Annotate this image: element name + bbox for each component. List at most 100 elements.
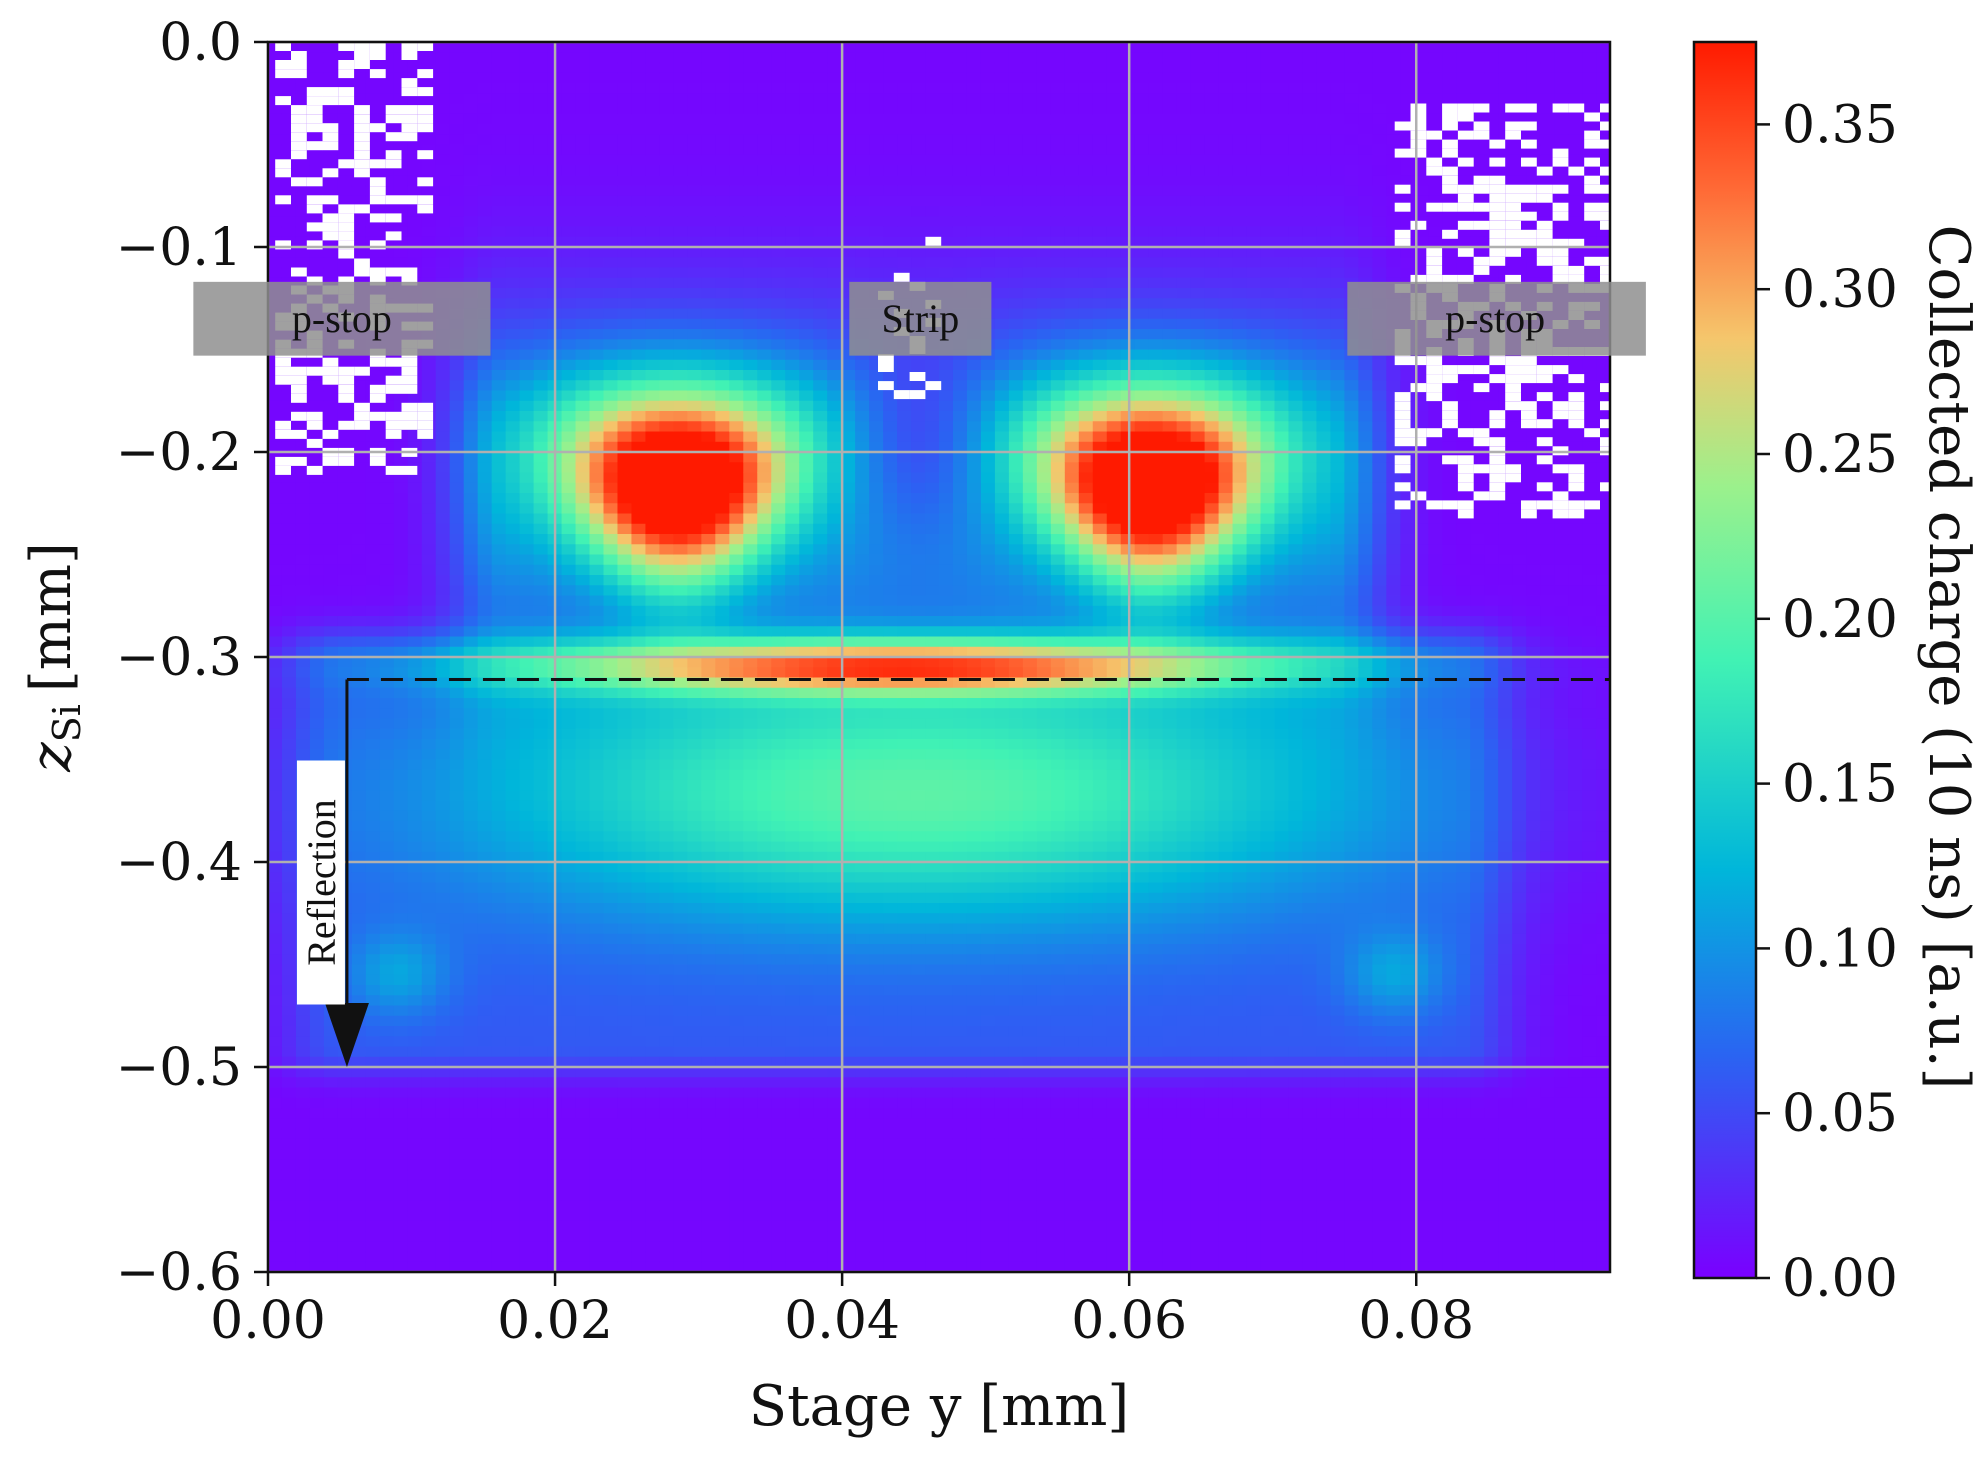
heatmap-cell [309, 534, 325, 545]
heatmap-cell [785, 472, 800, 484]
heatmap-cell [491, 821, 507, 832]
heatmap-cell [435, 452, 451, 463]
heatmap-cell [533, 380, 549, 392]
heatmap-cell [827, 226, 842, 238]
heatmap-cell [421, 1046, 437, 1058]
heatmap-cell [715, 667, 730, 679]
heatmap-cell [757, 339, 772, 351]
heatmap-cell [701, 72, 716, 84]
heatmap-cell [351, 1200, 367, 1212]
heatmap-cell [533, 882, 549, 894]
heatmap-cell [645, 1077, 661, 1089]
heatmap-cell [505, 1138, 521, 1150]
heatmap-cell [365, 83, 381, 94]
heatmap-cell [589, 564, 605, 576]
heatmap-cell [477, 708, 493, 720]
heatmap-cell [631, 349, 647, 361]
heatmap-cell [309, 564, 325, 576]
heatmap-cell [575, 1128, 591, 1140]
heatmap-cell [463, 872, 479, 884]
heatmap-cell [323, 667, 339, 679]
heatmap-cell [771, 472, 786, 484]
heatmap-cell [295, 83, 311, 94]
heatmap-cell [519, 318, 535, 330]
heatmap-cell [659, 605, 674, 617]
heatmap-cell [491, 1241, 507, 1253]
heatmap-cell [449, 708, 465, 720]
heatmap-cell [337, 1118, 353, 1130]
heatmap-cell [799, 933, 814, 945]
heatmap-cell [491, 298, 507, 310]
heatmap-cell [827, 944, 842, 955]
heatmap-cell [449, 1261, 465, 1272]
heatmap-cell [771, 1056, 786, 1068]
heatmap-cell [323, 749, 339, 761]
heatmap-cell [351, 1159, 367, 1171]
heatmap-cell [799, 1097, 814, 1109]
heatmap-cell [281, 575, 297, 586]
heatmap-cell [813, 1231, 828, 1242]
heatmap-cell [407, 523, 423, 535]
heatmap-cell [533, 308, 549, 320]
heatmap-cell [505, 1241, 521, 1253]
heatmap-cell [827, 1108, 842, 1119]
heatmap-cell [813, 646, 828, 658]
heatmap-cell [505, 124, 521, 135]
heatmap-cell [757, 175, 772, 187]
heatmap-cell [687, 954, 702, 966]
heatmap-cell [323, 411, 339, 422]
heatmap-cell [323, 1036, 339, 1048]
heatmap-cell [295, 1097, 311, 1109]
heatmap-cell [533, 1128, 549, 1140]
heatmap-cell [421, 390, 437, 402]
heatmap-cell [743, 1097, 758, 1109]
heatmap-cell [701, 277, 716, 289]
heatmap-cell [631, 626, 647, 638]
heatmap-cell [631, 687, 647, 699]
heatmap-cell [841, 339, 856, 351]
heatmap-cell [393, 728, 409, 740]
heatmap-cell [449, 780, 465, 791]
heatmap-cell [617, 380, 633, 392]
heatmap-cell [449, 1138, 465, 1150]
heatmap-cell [435, 923, 451, 935]
heatmap-cell [659, 1179, 674, 1191]
heatmap-cell [351, 841, 367, 853]
heatmap-cell [351, 769, 367, 781]
heatmap-cell [687, 103, 702, 115]
heatmap-cell [575, 626, 591, 638]
heatmap-cell [407, 626, 423, 638]
heatmap-cell [477, 1128, 493, 1140]
heatmap-cell [393, 1241, 409, 1253]
heatmap-cell [337, 944, 353, 955]
heatmap-cell [813, 1169, 828, 1181]
heatmap-cell [407, 872, 423, 884]
heatmap-cell [715, 964, 730, 976]
heatmap-cell [435, 605, 451, 617]
heatmap-cell [841, 421, 856, 433]
heatmap-cell [589, 52, 605, 64]
heatmap-cell [435, 646, 451, 658]
heatmap-cell [631, 1149, 647, 1160]
heatmap-cell [659, 308, 674, 320]
heatmap-cell [575, 523, 591, 535]
heatmap-cell [813, 800, 828, 812]
heatmap-cell [449, 954, 465, 966]
heatmap-cell [617, 1210, 633, 1222]
heatmap-cell [729, 708, 744, 720]
heatmap-cell [505, 616, 521, 627]
heatmap-cell [295, 503, 311, 515]
heatmap-cell [379, 544, 395, 556]
heatmap-cell [421, 62, 437, 74]
heatmap-cell [617, 667, 633, 679]
heatmap-cell [631, 288, 647, 299]
heatmap-cell [268, 1241, 283, 1253]
heatmap-cell [393, 144, 409, 156]
heatmap-cell [659, 370, 674, 381]
heatmap-cell [365, 585, 381, 597]
heatmap-cell [785, 646, 800, 658]
heatmap-cell [813, 93, 828, 105]
heatmap-cell [701, 616, 716, 627]
heatmap-cell [477, 933, 493, 945]
heatmap-cell [295, 585, 311, 597]
